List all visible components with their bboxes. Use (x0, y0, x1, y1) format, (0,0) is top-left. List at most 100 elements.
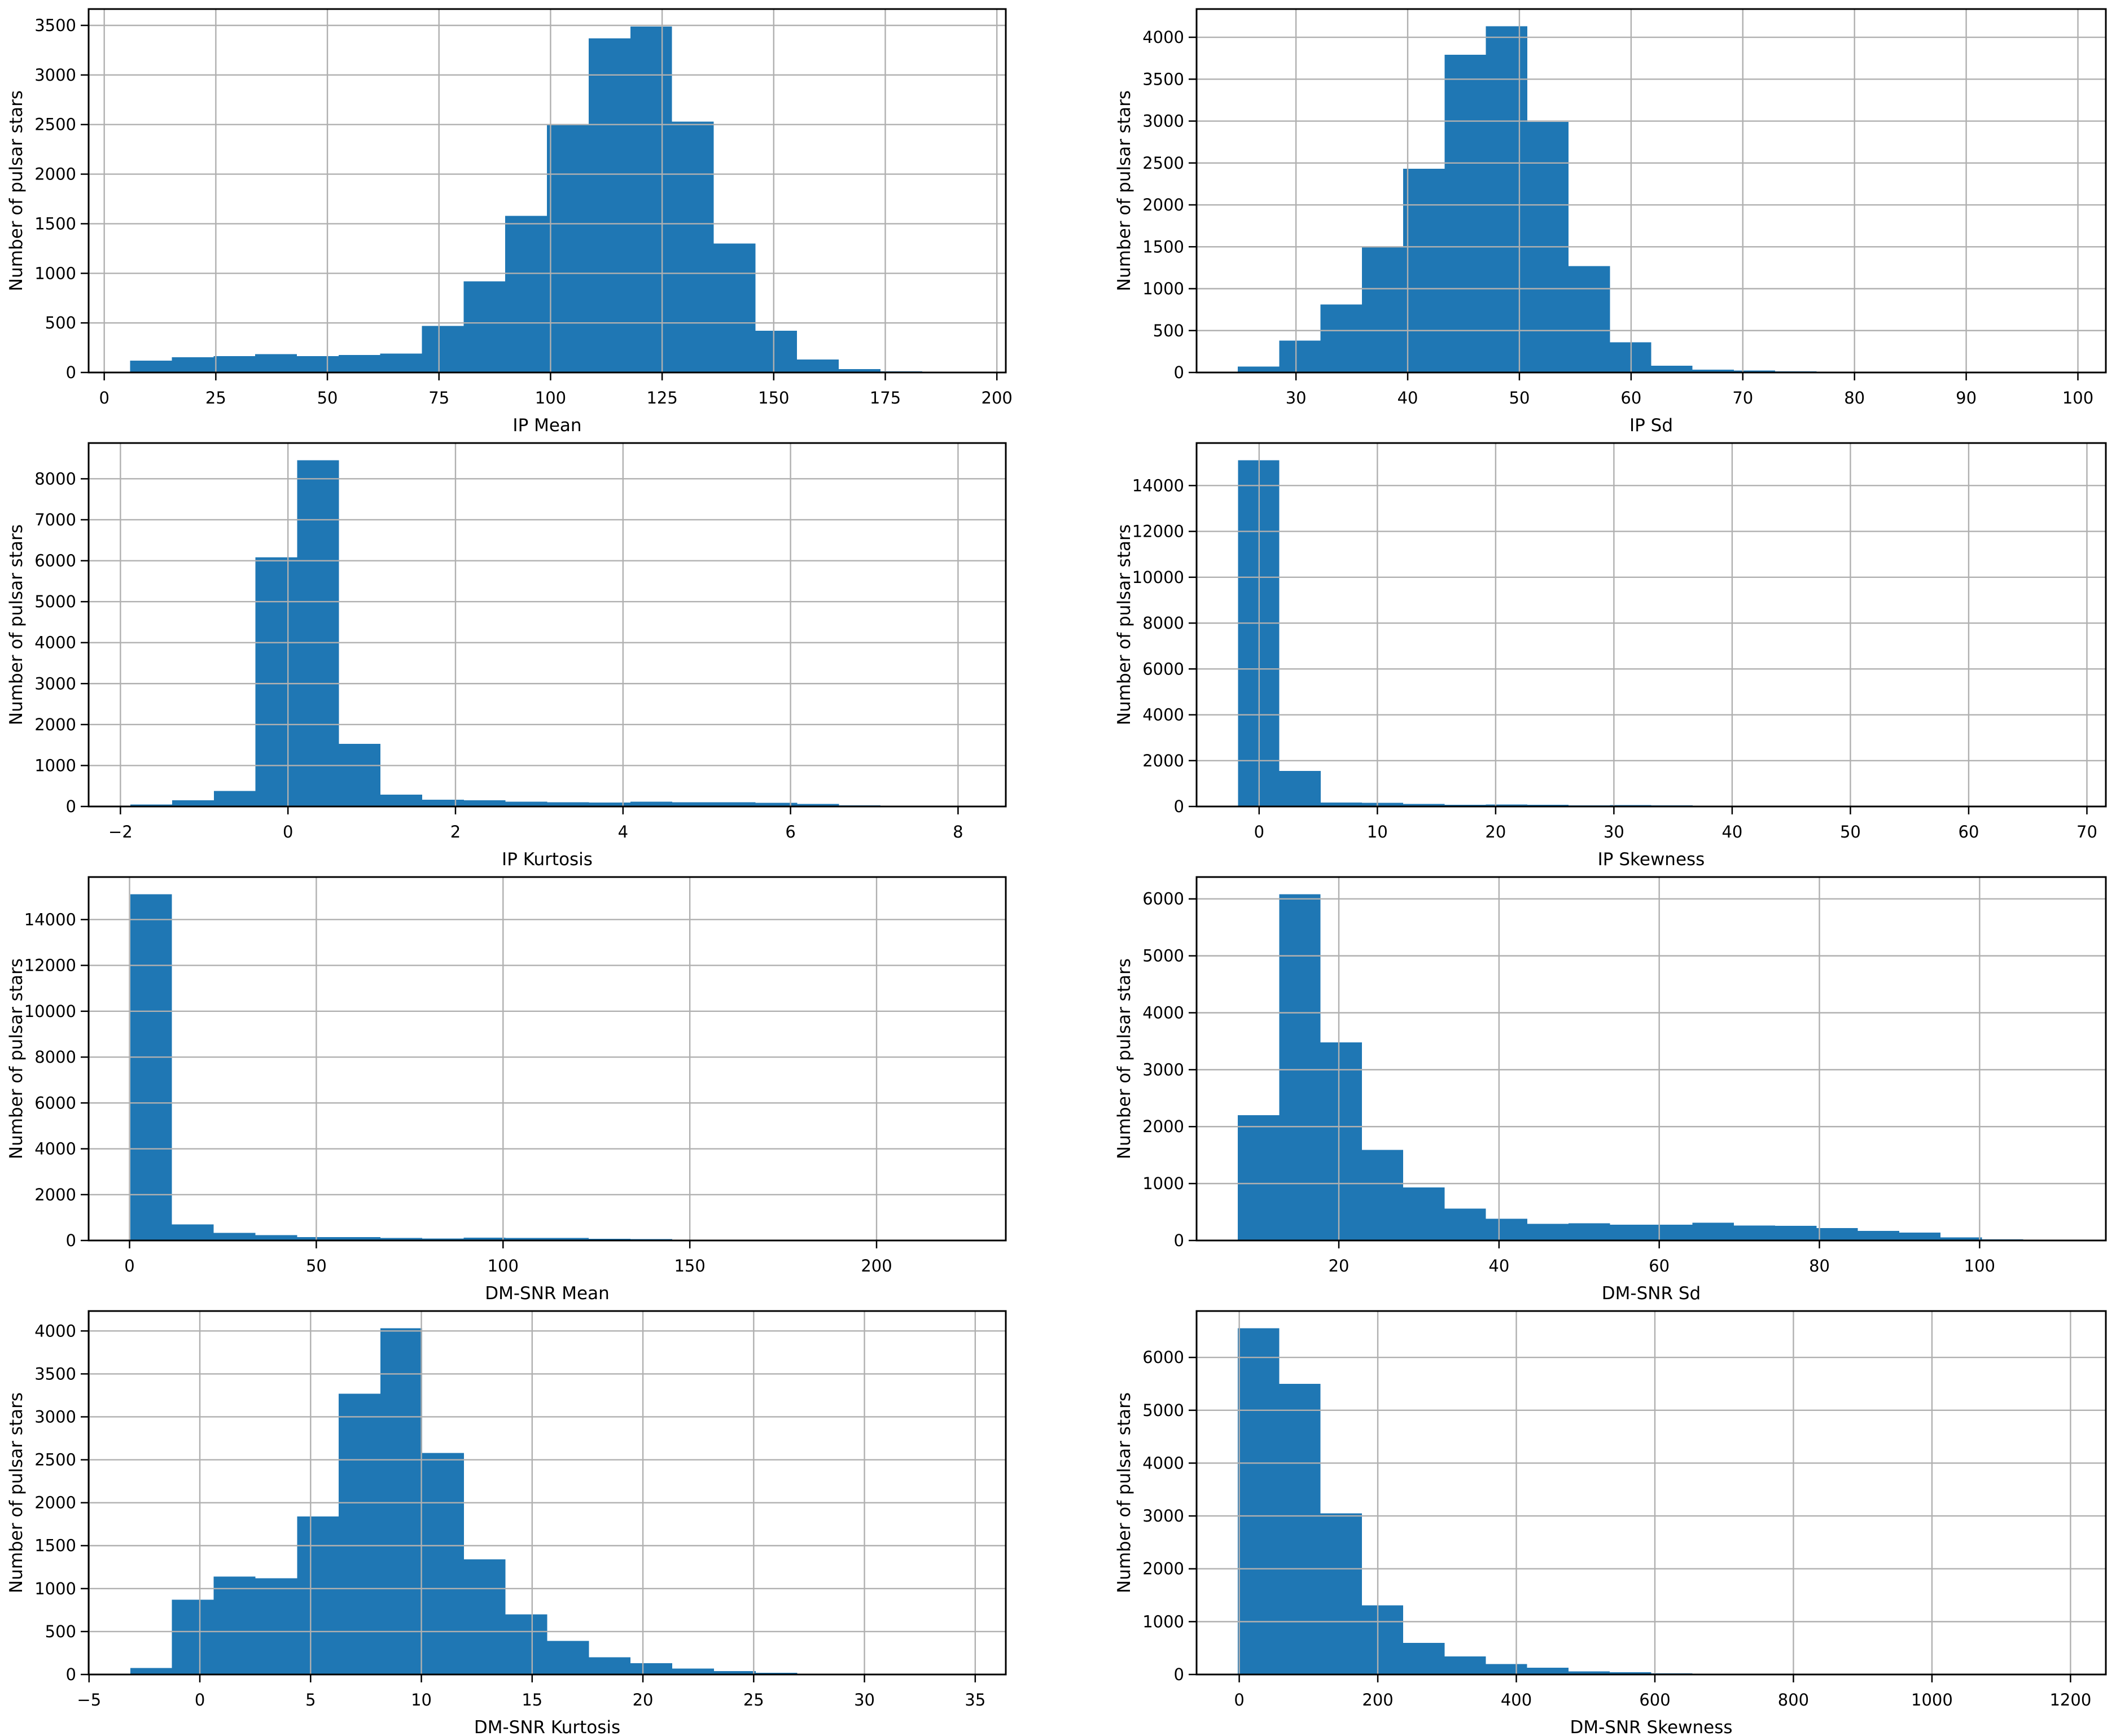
hist-bar (1361, 247, 1404, 372)
y-tick-label: 4000 (1142, 705, 1184, 725)
x-tick-label: 30 (1604, 822, 1624, 841)
y-tick-label: 0 (1174, 1665, 1184, 1684)
y-axis-label: Number of pulsar stars (6, 524, 27, 725)
x-tick-label: 5 (305, 1690, 316, 1709)
hist-bar (255, 557, 297, 806)
x-tick-label: 25 (205, 388, 226, 407)
histogram-dm-snr-mean: 0 50 100 150 2000200040006000800010000120001… (0, 868, 1058, 1302)
hist-bar (1279, 771, 1321, 806)
subplot-dm-snr-mean: 0 50 100 150 200 0 2000 4000 6000 8000 10000 12000 1… (0, 868, 1058, 1302)
x-axis-label: IP Skewness (1598, 849, 1705, 868)
hist-bar (713, 243, 756, 372)
x-tick-label: 100 (1964, 1256, 1995, 1275)
y-tick-label: 10000 (24, 1002, 76, 1021)
hist-bar (255, 354, 297, 372)
hist-bar (463, 281, 506, 372)
hist-bar (1775, 1225, 1817, 1240)
y-tick-label: 14000 (1132, 476, 1184, 495)
hist-bar (672, 1668, 714, 1674)
hist-bar (255, 1578, 297, 1674)
hist-bar (1527, 1667, 1569, 1674)
hist-bar (1857, 1230, 1899, 1240)
y-axis-label: Number of pulsar stars (1114, 1392, 1134, 1593)
x-tick-label: 200 (1362, 1690, 1393, 1709)
y-tick-label: 0 (66, 1665, 76, 1684)
x-tick-label: 20 (1329, 1256, 1350, 1275)
x-tick-label: 10 (411, 1690, 432, 1709)
hist-bar (1320, 1042, 1362, 1240)
hist-bar (1692, 369, 1734, 372)
x-tick-label: 30 (1286, 388, 1307, 407)
axes-frame (87, 442, 1007, 808)
hist-bar (1320, 803, 1363, 806)
subplot-ip-kurtosis: −2 0 2 4 6 8 0 1000 2000 3000 4000 5000 6000 7000 8000… (0, 434, 1058, 868)
hist-bar (1486, 26, 1527, 373)
x-tick-label: 100 (535, 388, 566, 407)
x-axis-label: DM-SNR Kurtosis (474, 1717, 620, 1736)
hist-bar (1444, 804, 1486, 806)
y-tick-label: 3000 (34, 65, 76, 85)
hist-bar (1444, 1208, 1486, 1240)
hist-bar (1320, 304, 1362, 372)
axes-frame (87, 876, 1007, 1242)
hist-bar (1610, 1224, 1651, 1240)
hist-bar (422, 1453, 464, 1674)
x-axis-label: DM-SNR Skewness (1570, 1717, 1732, 1736)
axes-frame (1195, 8, 2107, 374)
y-tick-label: 2000 (34, 715, 76, 734)
y-axis-label: Number of pulsar stars (1114, 90, 1134, 291)
y-axis-label: Number of pulsar stars (6, 1392, 27, 1593)
hist-bar (339, 1237, 380, 1240)
hist-bar (755, 803, 798, 806)
hist-bar (130, 894, 172, 1240)
hist-bar (630, 1663, 673, 1674)
x-tick-label: 70 (1732, 388, 1753, 407)
y-tick-label: 2500 (34, 115, 76, 134)
hist-bar (1568, 1671, 1610, 1674)
x-tick-label: −5 (77, 1690, 101, 1709)
subplot-ip-skewness: 0 10 20 30 40 50 60 70 0 2000 4000 6000 8000 10000 120… (1058, 434, 2116, 868)
y-tick-label: 0 (66, 797, 76, 816)
hist-bar (1403, 169, 1445, 372)
x-axis-label: DM-SNR Sd (1602, 1283, 1701, 1302)
hist-bar (1651, 1224, 1693, 1240)
hist-bar (172, 1599, 214, 1674)
x-tick-label: 50 (306, 1256, 327, 1275)
hist-bar (380, 1328, 422, 1674)
y-tick-label: 6000 (1142, 889, 1184, 909)
x-tick-label: 30 (854, 1690, 875, 1709)
y-axis-label: Number of pulsar stars (6, 958, 27, 1159)
y-tick-label: 2000 (34, 165, 76, 184)
y-tick-label: 500 (45, 1622, 76, 1641)
hist-bar (339, 743, 381, 806)
y-tick-label: 3000 (34, 1407, 76, 1426)
x-axis-label: DM-SNR Mean (485, 1283, 610, 1302)
x-axis-label: IP Sd (1629, 415, 1673, 434)
y-tick-label: 4000 (34, 1139, 76, 1159)
hist-bar (672, 121, 714, 372)
hist-bar (380, 794, 423, 806)
hist-bar (1569, 1223, 1610, 1240)
hist-bar (755, 1672, 798, 1674)
y-axis-label: Number of pulsar stars (6, 90, 27, 291)
x-tick-label: 1200 (2049, 1690, 2091, 1709)
subplot-ip-sd: 30 40 50 60 70 80 90 100 0 500 1000 1500 2000 2500 300… (1058, 0, 2116, 434)
hist-bar (1279, 340, 1321, 372)
y-tick-label: 1000 (1142, 279, 1184, 299)
x-tick-label: 90 (1956, 388, 1977, 407)
hist-bar (172, 1224, 214, 1240)
hist-bar (297, 1516, 339, 1674)
axes-frame (1195, 1310, 2107, 1676)
hist-bar (1486, 804, 1527, 806)
x-tick-label: 2 (450, 822, 461, 841)
x-tick-label: 50 (1509, 388, 1530, 407)
x-tick-label: 0 (124, 1256, 134, 1275)
x-tick-label: −2 (108, 822, 133, 841)
hist-bar (130, 804, 173, 806)
hist-bar (172, 357, 214, 372)
hist-bar (755, 331, 798, 372)
x-tick-label: 100 (488, 1256, 519, 1275)
histogram-ip-skewness: 0 10 20 30 40 50 60 70 0 2000 4000 6000 8000 10000 120… (1058, 434, 2116, 868)
hist-bar (588, 38, 630, 372)
y-tick-label: 3500 (34, 16, 76, 35)
